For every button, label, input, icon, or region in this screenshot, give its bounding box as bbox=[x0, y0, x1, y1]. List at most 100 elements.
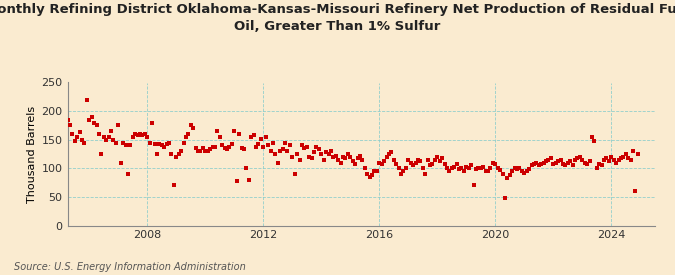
Point bbox=[548, 161, 559, 166]
Point bbox=[524, 167, 535, 172]
Point bbox=[255, 136, 266, 141]
Point bbox=[144, 140, 155, 145]
Point bbox=[183, 132, 194, 136]
Point bbox=[313, 147, 324, 152]
Point bbox=[342, 152, 353, 156]
Point bbox=[620, 152, 631, 156]
Point bbox=[572, 156, 583, 160]
Point bbox=[275, 149, 286, 153]
Point bbox=[294, 158, 305, 162]
Point bbox=[456, 166, 467, 170]
Point bbox=[171, 155, 182, 159]
Text: Source: U.S. Energy Information Administration: Source: U.S. Energy Information Administ… bbox=[14, 262, 245, 272]
Point bbox=[570, 158, 580, 162]
Point bbox=[76, 138, 87, 142]
Point bbox=[166, 152, 177, 156]
Point bbox=[541, 159, 551, 163]
Point bbox=[371, 169, 382, 173]
Point bbox=[412, 158, 423, 162]
Point bbox=[514, 166, 524, 170]
Point bbox=[176, 149, 186, 153]
Point bbox=[70, 139, 80, 143]
Point bbox=[157, 143, 167, 148]
Point bbox=[625, 158, 636, 162]
Point bbox=[238, 147, 249, 152]
Point bbox=[350, 161, 360, 166]
Point bbox=[202, 149, 213, 153]
Point bbox=[277, 147, 288, 152]
Point bbox=[321, 150, 331, 155]
Point bbox=[270, 152, 281, 156]
Point bbox=[284, 143, 295, 148]
Point bbox=[507, 169, 518, 173]
Point bbox=[221, 147, 232, 152]
Point bbox=[579, 160, 590, 165]
Point bbox=[558, 161, 568, 166]
Point bbox=[584, 159, 595, 164]
Point bbox=[502, 176, 513, 180]
Point bbox=[188, 126, 198, 130]
Point bbox=[618, 155, 628, 159]
Point bbox=[454, 167, 464, 172]
Point bbox=[229, 129, 240, 133]
Point bbox=[429, 158, 440, 162]
Point bbox=[422, 158, 433, 162]
Point bbox=[88, 120, 99, 125]
Point bbox=[480, 169, 491, 173]
Point bbox=[306, 156, 317, 160]
Point bbox=[616, 156, 626, 160]
Point bbox=[146, 120, 157, 125]
Point bbox=[224, 145, 235, 149]
Point bbox=[130, 132, 140, 136]
Point bbox=[340, 156, 351, 160]
Point bbox=[536, 161, 547, 166]
Point bbox=[364, 175, 375, 179]
Point bbox=[591, 166, 602, 170]
Point bbox=[198, 146, 209, 150]
Point bbox=[311, 144, 322, 149]
Point bbox=[632, 152, 643, 156]
Point bbox=[328, 155, 339, 159]
Point bbox=[161, 142, 172, 146]
Point bbox=[475, 166, 486, 170]
Point bbox=[367, 173, 377, 177]
Point bbox=[594, 161, 605, 166]
Point bbox=[151, 152, 162, 156]
Point bbox=[290, 172, 300, 176]
Point bbox=[408, 163, 418, 168]
Point bbox=[258, 144, 269, 149]
Point bbox=[420, 172, 431, 176]
Point bbox=[376, 161, 387, 166]
Point bbox=[357, 158, 368, 162]
Point bbox=[333, 158, 344, 162]
Point bbox=[279, 140, 290, 145]
Point bbox=[444, 169, 455, 173]
Point bbox=[154, 142, 165, 146]
Point bbox=[359, 166, 370, 170]
Point bbox=[173, 152, 184, 156]
Point bbox=[446, 166, 457, 170]
Point bbox=[169, 183, 180, 188]
Point bbox=[62, 117, 73, 122]
Point bbox=[79, 140, 90, 145]
Point bbox=[212, 129, 223, 133]
Point bbox=[205, 147, 215, 152]
Point bbox=[374, 160, 385, 165]
Point bbox=[232, 179, 242, 184]
Point bbox=[134, 132, 145, 136]
Point bbox=[478, 164, 489, 169]
Point bbox=[483, 169, 493, 173]
Point bbox=[287, 155, 298, 159]
Point bbox=[509, 166, 520, 170]
Point bbox=[449, 164, 460, 169]
Point bbox=[504, 173, 515, 177]
Point bbox=[369, 169, 380, 173]
Point bbox=[533, 163, 544, 168]
Point bbox=[589, 139, 600, 143]
Point bbox=[473, 166, 484, 170]
Point bbox=[241, 166, 252, 170]
Point bbox=[299, 146, 310, 150]
Point bbox=[330, 153, 341, 158]
Point bbox=[65, 123, 76, 128]
Point bbox=[192, 149, 203, 153]
